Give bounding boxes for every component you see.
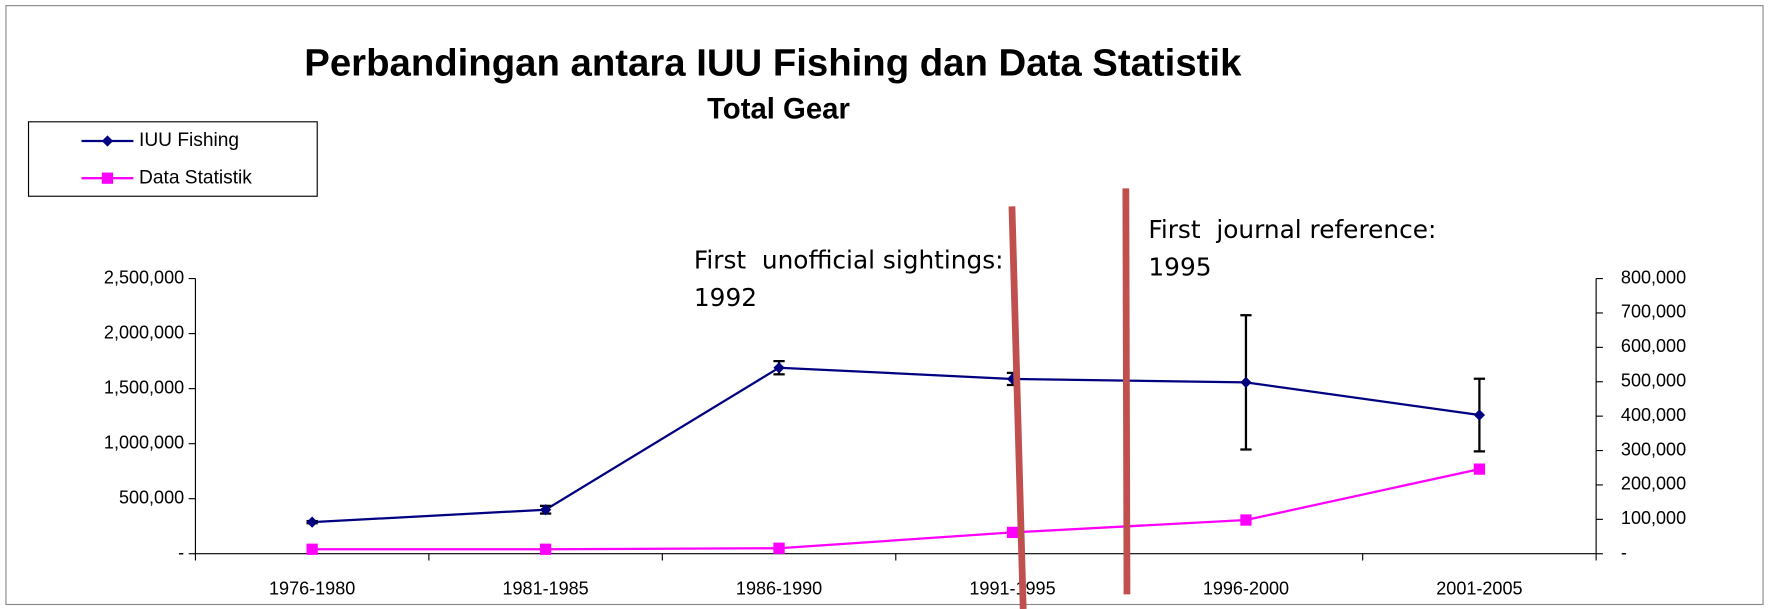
series-line xyxy=(312,366,1480,524)
x-tick-label: 1986-1990 xyxy=(736,579,822,599)
marker xyxy=(306,543,318,555)
y-tick-label: - xyxy=(178,543,184,563)
annotation: First unofficial sightings: xyxy=(694,246,1004,275)
y-tick-label: 2,000,000 xyxy=(104,322,184,342)
y2-tick-label: 500,000 xyxy=(1621,371,1686,391)
y2-tick-label: 700,000 xyxy=(1621,302,1686,322)
y2-tick-label: 200,000 xyxy=(1621,474,1686,494)
marker xyxy=(101,172,114,184)
series-line xyxy=(312,468,1480,551)
marker xyxy=(1473,463,1486,475)
legend-box xyxy=(27,121,318,197)
y2-tick-label: 300,000 xyxy=(1621,439,1686,459)
annotation: 1995 xyxy=(1148,252,1211,281)
x-tick-label: 1996-2000 xyxy=(1203,579,1289,599)
annotation: First journal reference: xyxy=(1148,215,1436,244)
y-tick-label: 1,500,000 xyxy=(104,377,184,397)
reference-line xyxy=(1122,188,1131,595)
annotation: 1992 xyxy=(694,283,757,312)
y2-tick-label: - xyxy=(1621,543,1627,563)
y2-tick-label: 800,000 xyxy=(1621,267,1686,287)
legend-label: Data Statistik xyxy=(139,167,252,188)
y-tick-label: 500,000 xyxy=(119,487,184,507)
y2-tick-label: 400,000 xyxy=(1621,405,1686,425)
legend-label: IUU Fishing xyxy=(139,130,239,151)
x-tick-label: 2001-2005 xyxy=(1436,579,1522,599)
marker xyxy=(1240,376,1252,388)
chart-subtitle: Total Gear xyxy=(707,92,850,125)
marker xyxy=(773,362,785,374)
y-tick-label: 2,500,000 xyxy=(104,267,184,287)
x-tick-label: 1981-1985 xyxy=(502,579,588,599)
y2-tick-label: 600,000 xyxy=(1621,336,1686,356)
x-tick-label: 1991-1995 xyxy=(969,579,1055,599)
marker xyxy=(1473,409,1486,421)
x-tick-label: 1976-1980 xyxy=(269,579,355,599)
y-tick-label: 1,000,000 xyxy=(104,432,184,452)
marker xyxy=(539,504,552,516)
chart-frame xyxy=(5,5,1764,606)
marker xyxy=(1240,514,1252,526)
reference-line xyxy=(1008,206,1027,609)
marker xyxy=(773,542,785,554)
marker xyxy=(1006,526,1019,539)
marker xyxy=(539,543,552,555)
y2-tick-label: 100,000 xyxy=(1621,508,1686,528)
chart-title: Perbandingan antara IUU Fishing dan Data… xyxy=(304,42,1242,85)
